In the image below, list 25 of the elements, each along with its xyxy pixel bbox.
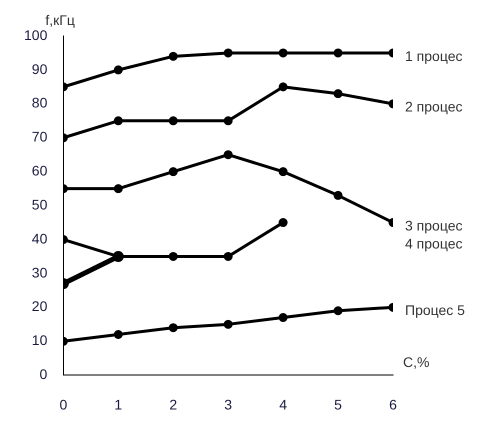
x-tick-label: 5 xyxy=(334,396,342,412)
y-tick-label: 70 xyxy=(32,128,48,145)
series-label: 3 процес xyxy=(405,217,462,234)
x-axis-title: C,% xyxy=(403,354,430,370)
series-label: 2 процес xyxy=(405,98,462,115)
y-tick-label: 60 xyxy=(32,162,48,179)
y-tick-label: 90 xyxy=(32,60,48,77)
y-tick-label: 100 xyxy=(24,26,48,43)
series-label: 1 процес xyxy=(405,48,462,64)
x-tick-label: 4 xyxy=(279,396,288,412)
x-tick-label: 1 xyxy=(114,396,122,412)
y-tick-label: 30 xyxy=(32,264,48,280)
x-tick-label: 3 xyxy=(224,396,232,412)
x-tick-label: 0 xyxy=(59,396,68,412)
x-tick-label: 6 xyxy=(389,396,398,412)
y-tick-label: 20 xyxy=(32,298,48,314)
y-tick-label: 10 xyxy=(32,332,48,348)
x-tick-label: 2 xyxy=(169,396,178,412)
y-axis-title: f,кГц xyxy=(45,12,75,28)
text: 4 процес xyxy=(405,235,462,252)
y-tick-label: 0 xyxy=(40,366,48,382)
series-label: Процес 5 xyxy=(405,302,466,318)
y-tick-label: 50 xyxy=(32,196,48,212)
y-tick-label: 40 xyxy=(32,230,48,246)
y-tick-label: 80 xyxy=(32,94,48,111)
